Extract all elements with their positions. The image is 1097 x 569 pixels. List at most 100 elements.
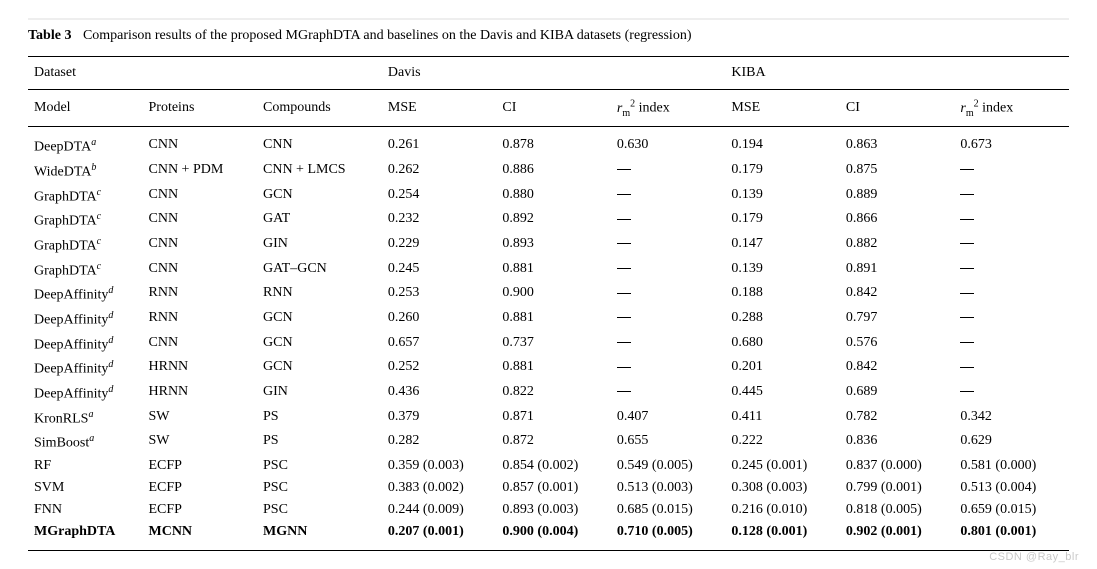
table-cell: 0.630 <box>611 127 726 159</box>
table-cell: ECFP <box>143 499 258 521</box>
table-cell: HRNN <box>143 381 258 406</box>
hdr-model: Model <box>28 90 143 127</box>
table-row: DeepAffinitydRNNGCN0.2600.8810.2880.797 <box>28 307 1069 332</box>
table-cell: PSC <box>257 499 382 521</box>
table-cell: 0.737 <box>496 332 611 357</box>
cell-model: DeepDTAa <box>28 127 143 159</box>
table-figure: Table 3 Comparison results of the propos… <box>0 0 1097 569</box>
table-cell: 0.207 (0.001) <box>382 521 497 551</box>
table-row: WideDTAbCNN + PDMCNN + LMCS0.2620.8860.1… <box>28 159 1069 184</box>
table-cell: RNN <box>143 307 258 332</box>
table-cell: 0.383 (0.002) <box>382 477 497 499</box>
table-cell: GAT <box>257 208 382 233</box>
cell-model: RF <box>28 455 143 477</box>
table-cell: 0.881 <box>496 307 611 332</box>
table-cell: CNN + LMCS <box>257 159 382 184</box>
table-cell <box>611 307 726 332</box>
table-cell: 0.222 <box>725 430 840 455</box>
table-row: FNNECFPPSC0.244 (0.009)0.893 (0.003)0.68… <box>28 499 1069 521</box>
table-cell: 0.882 <box>840 233 955 258</box>
cell-model: SimBoosta <box>28 430 143 455</box>
table-cell: 0.892 <box>496 208 611 233</box>
table-cell: RNN <box>257 282 382 307</box>
caption-text: Comparison results of the proposed MGrap… <box>83 28 692 43</box>
cell-model: WideDTAb <box>28 159 143 184</box>
table-cell: CNN <box>143 184 258 209</box>
table-cell: 0.875 <box>840 159 955 184</box>
table-cell: 0.902 (0.001) <box>840 521 955 551</box>
hdr-proteins: Proteins <box>143 90 258 127</box>
table-cell: CNN <box>143 233 258 258</box>
table-cell: 0.260 <box>382 307 497 332</box>
table-cell: 0.629 <box>954 430 1069 455</box>
table-cell: CNN <box>257 127 382 159</box>
hdr-kiba-mse: MSE <box>725 90 840 127</box>
table-cell: HRNN <box>143 356 258 381</box>
hdr-davis: Davis <box>382 57 726 90</box>
table-cell: 0.863 <box>840 127 955 159</box>
cell-model: DeepAffinityd <box>28 282 143 307</box>
table-cell: 0.342 <box>954 406 1069 431</box>
table-row: GraphDTAcCNNGIN0.2290.8930.1470.882 <box>28 233 1069 258</box>
table-cell: 0.201 <box>725 356 840 381</box>
table-cell: 0.139 <box>725 258 840 283</box>
table-cell: 0.194 <box>725 127 840 159</box>
table-row: MGraphDTAMCNNMGNN0.207 (0.001)0.900 (0.0… <box>28 521 1069 551</box>
table-cell: 0.881 <box>496 258 611 283</box>
hdr-kiba: KIBA <box>725 57 1069 90</box>
table-row: DeepAffinitydCNNGCN0.6570.7370.6800.576 <box>28 332 1069 357</box>
table-cell: 0.900 (0.004) <box>496 521 611 551</box>
table-cell <box>611 208 726 233</box>
hdr-davis-mse: MSE <box>382 90 497 127</box>
table-cell: 0.229 <box>382 233 497 258</box>
header-row-1: Dataset Davis KIBA <box>28 57 1069 90</box>
table-cell <box>954 307 1069 332</box>
table-row: DeepAffinitydHRNNGCN0.2520.8810.2010.842 <box>28 356 1069 381</box>
watermark-text: CSDN @Ray_blr <box>989 551 1079 563</box>
table-cell: 0.147 <box>725 233 840 258</box>
table-cell: SW <box>143 430 258 455</box>
table-cell: 0.379 <box>382 406 497 431</box>
table-cell: 0.866 <box>840 208 955 233</box>
table-row: GraphDTAcCNNGAT–GCN0.2450.8810.1390.891 <box>28 258 1069 283</box>
table-row: RFECFPPSC0.359 (0.003)0.854 (0.002)0.549… <box>28 455 1069 477</box>
table-row: SimBoostaSWPS0.2820.8720.6550.2220.8360.… <box>28 430 1069 455</box>
table-cell: 0.680 <box>725 332 840 357</box>
table-cell <box>954 282 1069 307</box>
table-cell: MGNN <box>257 521 382 551</box>
table-cell <box>611 258 726 283</box>
table-cell: GCN <box>257 307 382 332</box>
table-cell: 0.253 <box>382 282 497 307</box>
table-cell: 0.262 <box>382 159 497 184</box>
table-cell: 0.513 (0.003) <box>611 477 726 499</box>
table-cell: PSC <box>257 455 382 477</box>
table-cell: 0.655 <box>611 430 726 455</box>
table-cell: 0.782 <box>840 406 955 431</box>
table-cell: 0.872 <box>496 430 611 455</box>
table-cell: 0.445 <box>725 381 840 406</box>
table-cell: 0.837 (0.000) <box>840 455 955 477</box>
table-cell: 0.216 (0.010) <box>725 499 840 521</box>
table-cell: RNN <box>143 282 258 307</box>
table-cell: PSC <box>257 477 382 499</box>
cell-model: DeepAffinityd <box>28 332 143 357</box>
results-table: Dataset Davis KIBA Model Proteins Compou… <box>28 56 1069 551</box>
table-cell: 0.288 <box>725 307 840 332</box>
table-cell: 0.710 (0.005) <box>611 521 726 551</box>
table-cell: 0.878 <box>496 127 611 159</box>
table-caption: Table 3 Comparison results of the propos… <box>28 18 1069 44</box>
table-cell: 0.857 (0.001) <box>496 477 611 499</box>
table-cell: 0.799 (0.001) <box>840 477 955 499</box>
table-cell: 0.900 <box>496 282 611 307</box>
table-cell: 0.245 (0.001) <box>725 455 840 477</box>
table-row: DeepAffinitydRNNRNN0.2530.9000.1880.842 <box>28 282 1069 307</box>
table-cell: 0.801 (0.001) <box>954 521 1069 551</box>
table-cell: PS <box>257 406 382 431</box>
table-cell: 0.308 (0.003) <box>725 477 840 499</box>
table-cell: 0.889 <box>840 184 955 209</box>
table-label: Table 3 <box>28 28 71 43</box>
table-cell: GCN <box>257 356 382 381</box>
table-cell: 0.581 (0.000) <box>954 455 1069 477</box>
table-cell <box>611 233 726 258</box>
table-cell: 0.689 <box>840 381 955 406</box>
